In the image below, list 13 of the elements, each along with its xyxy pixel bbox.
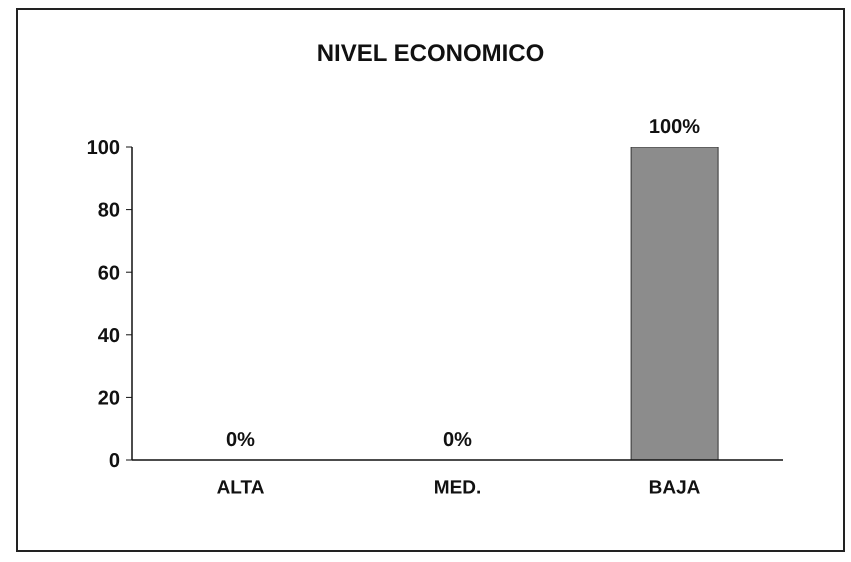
y-tick-label: 100 xyxy=(86,137,120,160)
x-tick-label: ALTA xyxy=(216,477,265,498)
y-tick-label: 0 xyxy=(108,450,120,472)
y-tick-label: 20 xyxy=(98,388,120,410)
y-tick-label: 40 xyxy=(98,324,120,347)
data-label: 0% xyxy=(226,429,256,451)
y-tick-label: 60 xyxy=(98,262,120,284)
x-tick-label: BAJA xyxy=(648,477,701,498)
data-label: 0% xyxy=(443,429,472,451)
chart-title: NIVEL ECONOMICO xyxy=(316,40,546,68)
x-tick-label: MED. xyxy=(434,477,482,498)
y-tick-label: 80 xyxy=(98,200,120,222)
data-label: 100% xyxy=(648,116,700,138)
